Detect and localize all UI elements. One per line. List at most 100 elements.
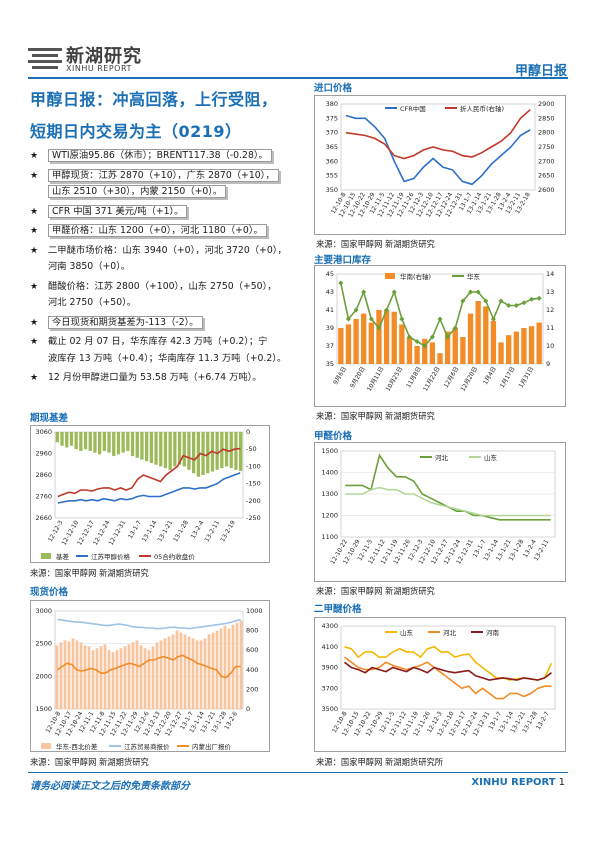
bar [140,432,144,460]
bar [353,319,359,364]
x-tick-label: 13-2-4 [190,519,206,540]
bullet-item: ★ 12 月份甲醇进口量为 53.58 万吨（+6.74 万吨）。 [30,370,308,386]
marker [452,325,458,331]
legend-label: 内蒙出厂报价 [192,742,232,751]
legend-label: 基差 [56,552,70,561]
y-tick-label: 41 [326,306,334,314]
y-tick-label: 1500 [35,705,52,713]
chart-dme-price: 3500 3700 3900 4100 4300 12-10-8 12-10-15 12-10… [314,617,566,752]
bar [83,432,88,450]
bullet-text: 截止 02 月 07 日，华东库存 42.3 万吨（+0.2）；宁 [48,336,268,347]
x-tick: 1月17日 [499,366,517,390]
plot-area [340,625,556,710]
marker [536,295,542,301]
footer-brand-text: XINHU REPORT [471,777,556,788]
bar [123,646,127,709]
bar [143,648,147,709]
bar [98,432,102,455]
x-tick-label: 12月6日 [443,366,461,390]
series-line [345,109,531,160]
footer-brand: XINHU REPORT 1 [471,777,565,788]
legend-label: 山东 [484,453,498,462]
bar [187,636,191,709]
y-tick-label: 3700 [321,684,338,692]
x-tick-label: 11月8日 [405,366,423,390]
x-tick: 13-1-7 [127,519,143,540]
y2-tick-label: 2750 [538,143,555,151]
bar [107,432,111,453]
y2-tick-label: -150 [246,480,261,488]
series-line [57,472,241,504]
y-tick-label: 2860 [35,471,52,479]
legend-label: 华东-西北价差 [56,742,98,751]
legend-label: 河南 [486,628,500,637]
bar [224,432,229,467]
bullet-star-icon: ★ [30,245,39,256]
y-tick-label: 35 [326,360,334,368]
page-number: 1 [558,777,565,788]
marker [483,298,489,304]
x-tick: 13-2-19 [219,519,237,543]
bullet-text: CFR 中国 371 美元/吨（+1）。 [48,204,188,218]
x-tick: 9月6日 [332,366,348,387]
y2-tick-label: 400 [246,666,258,674]
legend-label: 华东 [467,272,481,281]
bullet-text: 甲醛价格：山东 1200（+0），河北 1180（+0）。 [48,224,267,237]
bullet-star-icon: ★ [30,206,39,217]
bar [55,645,59,709]
bar [151,646,155,709]
bar [121,432,125,453]
bar [414,346,420,364]
y2-tick-label: -100 [246,462,261,470]
bullet-item: ★ 醋酸价格：江苏 2800（+100），山东 2750（+50）， [30,279,308,295]
bar [429,342,436,364]
bar [513,331,519,364]
bar [65,432,69,448]
bullet-item: ★ WTI原油95.86（休市）；BRENT117.38（-0.28）。 [30,148,308,164]
chart-svg: 350 355 360 365 370 375 380 2600 2650 2700 2750 280… [326,100,555,219]
marker [506,303,512,308]
y-tick-label: 355 [326,172,338,180]
y2-tick-label: 2900 [538,100,555,108]
bullet-star-icon: ★ [30,337,39,347]
bar [361,313,367,364]
bar [475,301,481,364]
logo: 新湖研究 XINHU REPORT [28,42,178,76]
marker [368,316,374,322]
marker [498,298,504,304]
bar [102,432,106,451]
marker [406,334,412,340]
bar [231,624,235,709]
y-tick-label: 2000 [35,672,52,680]
legend-label: 折人民币(右轴) [460,104,504,113]
source-basis: 来源：国家甲醇网 新湖期货研究 [30,568,149,578]
bar [83,645,87,709]
y2-tick-label: 10 [546,342,554,350]
bar [79,642,83,709]
bar [60,432,64,446]
bar [239,620,243,709]
bar [201,432,205,475]
x-tick-label: 11月22日 [422,366,442,393]
bar [159,640,163,709]
bullet-star-icon: ★ [30,226,39,236]
bar [93,432,97,453]
y-tick-label: 2660 [35,514,52,522]
bar [135,640,139,709]
x-tick: 13-1-28 [172,519,190,543]
x-tick: 9月20日 [349,366,367,390]
chart-svg: 35 37 39 41 43 45 9 10 11 12 13 14 9月6日 9月20日 10月11日 10… [326,270,555,393]
bar [490,320,497,364]
bar [155,642,159,709]
series-line [344,661,552,681]
y-tick-label: 4100 [321,643,338,651]
bar [177,432,182,465]
series-line [344,645,553,681]
series-line [344,656,552,700]
marker [475,289,481,295]
marker [529,296,535,302]
legend-label: 河北 [443,629,457,637]
y2-tick-label: 14 [546,270,554,278]
bar [399,324,405,364]
bar [211,632,215,709]
